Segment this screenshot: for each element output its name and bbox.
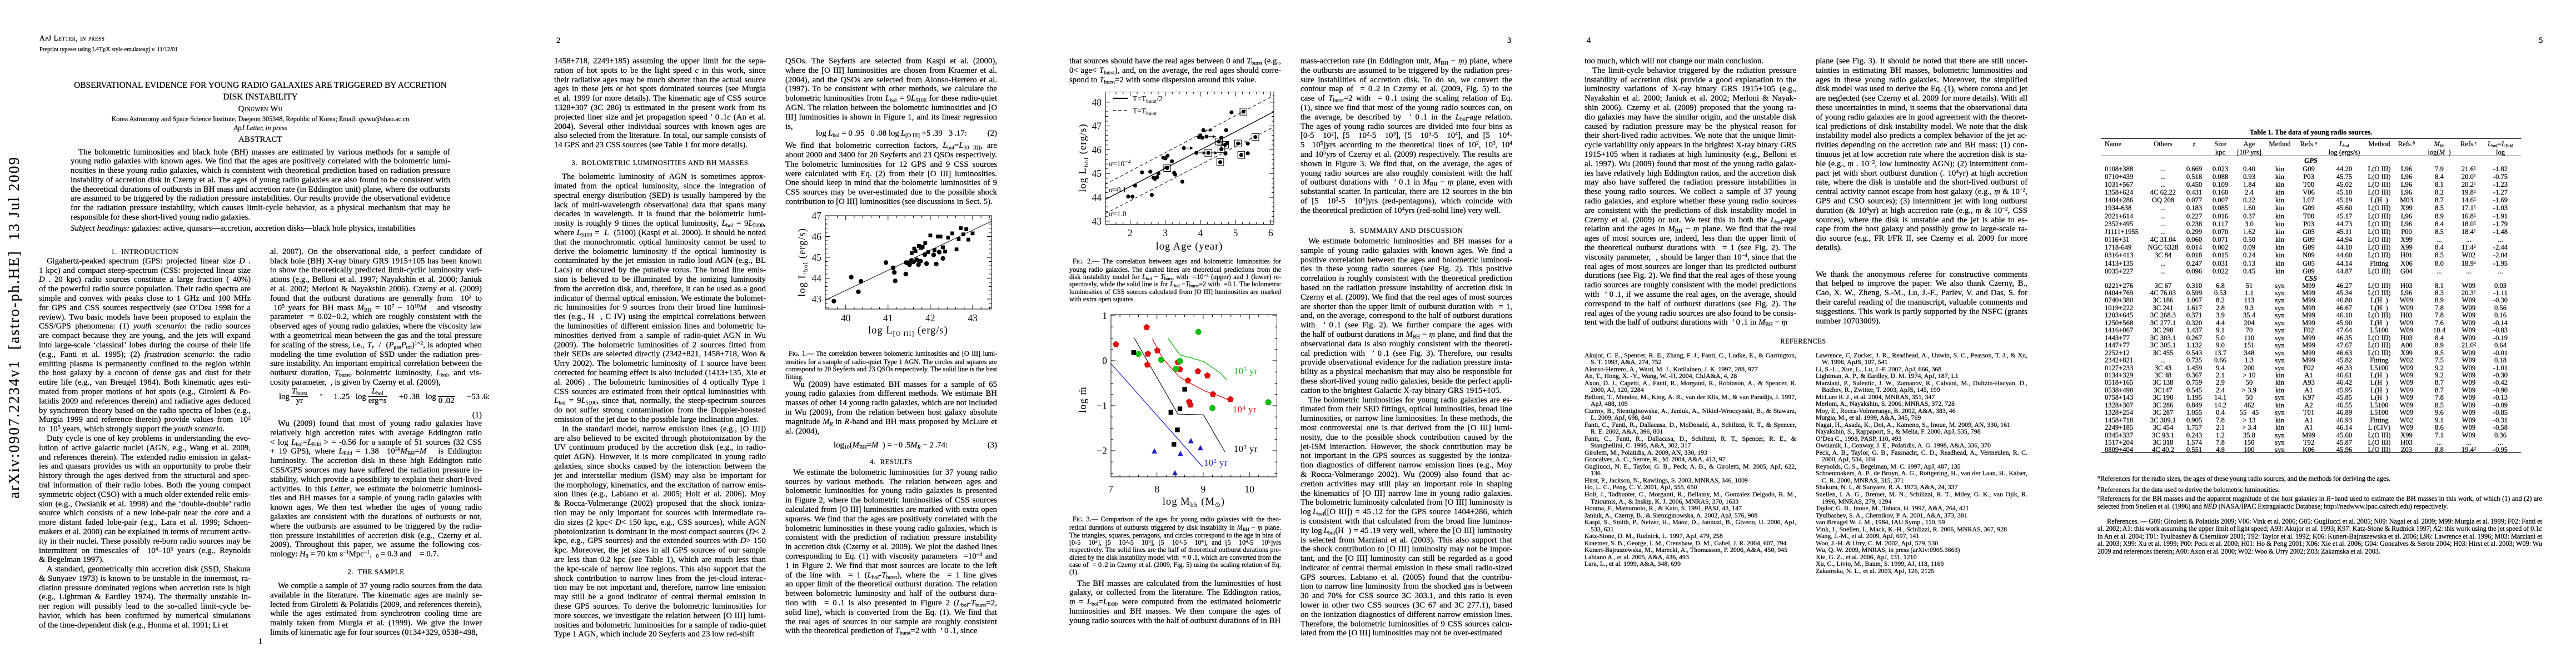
svg-text:47: 47	[1092, 121, 1102, 132]
svg-text:102 yr: 102 yr	[1204, 457, 1228, 468]
svg-text:43: 43	[1092, 216, 1102, 227]
svg-text:4: 4	[1198, 227, 1203, 238]
svg-text:log Lbol (erg/s): log Lbol (erg/s)	[1078, 123, 1090, 192]
svg-text:log Mbh (M⊙): log Mbh (M⊙)	[1163, 496, 1225, 509]
svg-text:α=0.1: α=0.1	[1109, 186, 1127, 194]
svg-text:41: 41	[883, 312, 893, 323]
svg-text:103 yr: 103 yr	[1234, 444, 1258, 454]
svg-text:1: 1	[1102, 310, 1107, 321]
svg-text:47: 47	[812, 210, 822, 221]
svg-text:43: 43	[968, 312, 978, 323]
svg-text:−2: −2	[1097, 445, 1107, 456]
svg-text:3: 3	[1163, 227, 1168, 238]
svg-text:46: 46	[1092, 144, 1102, 155]
svg-text:42: 42	[925, 312, 935, 323]
svg-text:log Age (year): log Age (year)	[1156, 241, 1223, 252]
svg-text:45: 45	[812, 252, 822, 263]
svg-text:−1: −1	[1097, 400, 1107, 411]
svg-text:0: 0	[1102, 355, 1107, 366]
svg-text:α=1.0: α=1.0	[1109, 210, 1127, 218]
svg-text:44: 44	[812, 273, 822, 284]
svg-text:46: 46	[812, 231, 822, 242]
svg-text:10: 10	[1244, 484, 1254, 495]
svg-text:9: 9	[1201, 484, 1206, 495]
svg-text:log Lbol (erg/s): log Lbol (erg/s)	[797, 228, 809, 297]
svg-text:40: 40	[841, 312, 851, 323]
svg-text:48: 48	[1092, 97, 1102, 108]
svg-text:5: 5	[1233, 227, 1238, 238]
svg-text:45: 45	[1092, 168, 1102, 179]
svg-text:8: 8	[1154, 484, 1159, 495]
svg-text:44: 44	[1092, 192, 1102, 203]
svg-text:2: 2	[1128, 227, 1133, 238]
svg-text:7: 7	[1108, 484, 1113, 495]
svg-text:105 yr: 105 yr	[1234, 366, 1258, 376]
svg-text:log ṁ: log ṁ	[1078, 386, 1089, 413]
svg-text:43: 43	[812, 293, 822, 305]
svg-text:log L[O III] (erg/s): log L[O III] (erg/s)	[868, 325, 948, 337]
svg-text:104 yr: 104 yr	[1233, 404, 1257, 415]
svg-text:6: 6	[1268, 227, 1273, 238]
